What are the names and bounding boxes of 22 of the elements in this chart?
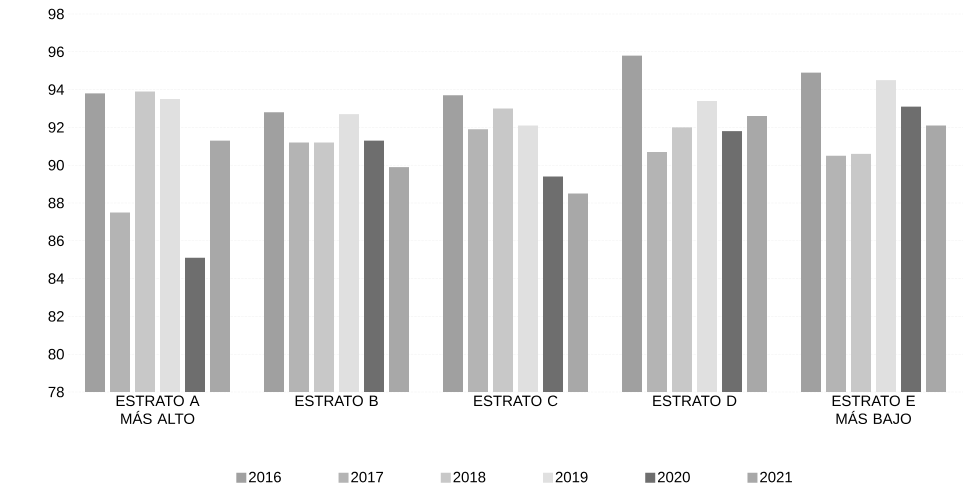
y-tick-label: 80	[48, 348, 64, 360]
y-tick-label: 88	[48, 198, 64, 208]
y-tick-label: 92	[48, 122, 64, 133]
x-tick-label: ESTRATO C	[474, 396, 558, 406]
y-tick-label: 96	[48, 46, 64, 58]
legend-label: 2019	[556, 472, 588, 482]
x-tick-label: ESTRATO E MÁS BAJO	[832, 396, 915, 424]
legend-label: 2016	[249, 472, 281, 482]
x-tick-label: ESTRATO D	[653, 396, 736, 406]
legend-label: 2020	[658, 472, 690, 482]
y-tick-label: 90	[48, 160, 64, 170]
y-tick-label: 78	[48, 386, 64, 398]
legend-label: 2021	[760, 472, 792, 482]
y-tick-label: 98	[48, 8, 64, 20]
legend-label: 2018	[454, 472, 486, 482]
y-tick-label: 94	[48, 84, 64, 95]
legend-label: 2017	[351, 472, 384, 482]
y-tick-label: 84	[48, 273, 64, 284]
x-tick-label: ESTRATO A MÁS ALTO	[116, 396, 200, 424]
y-tick-label: 86	[48, 236, 64, 246]
y-tick-label: 82	[48, 311, 64, 322]
x-tick-label: ESTRATO B	[296, 396, 378, 406]
